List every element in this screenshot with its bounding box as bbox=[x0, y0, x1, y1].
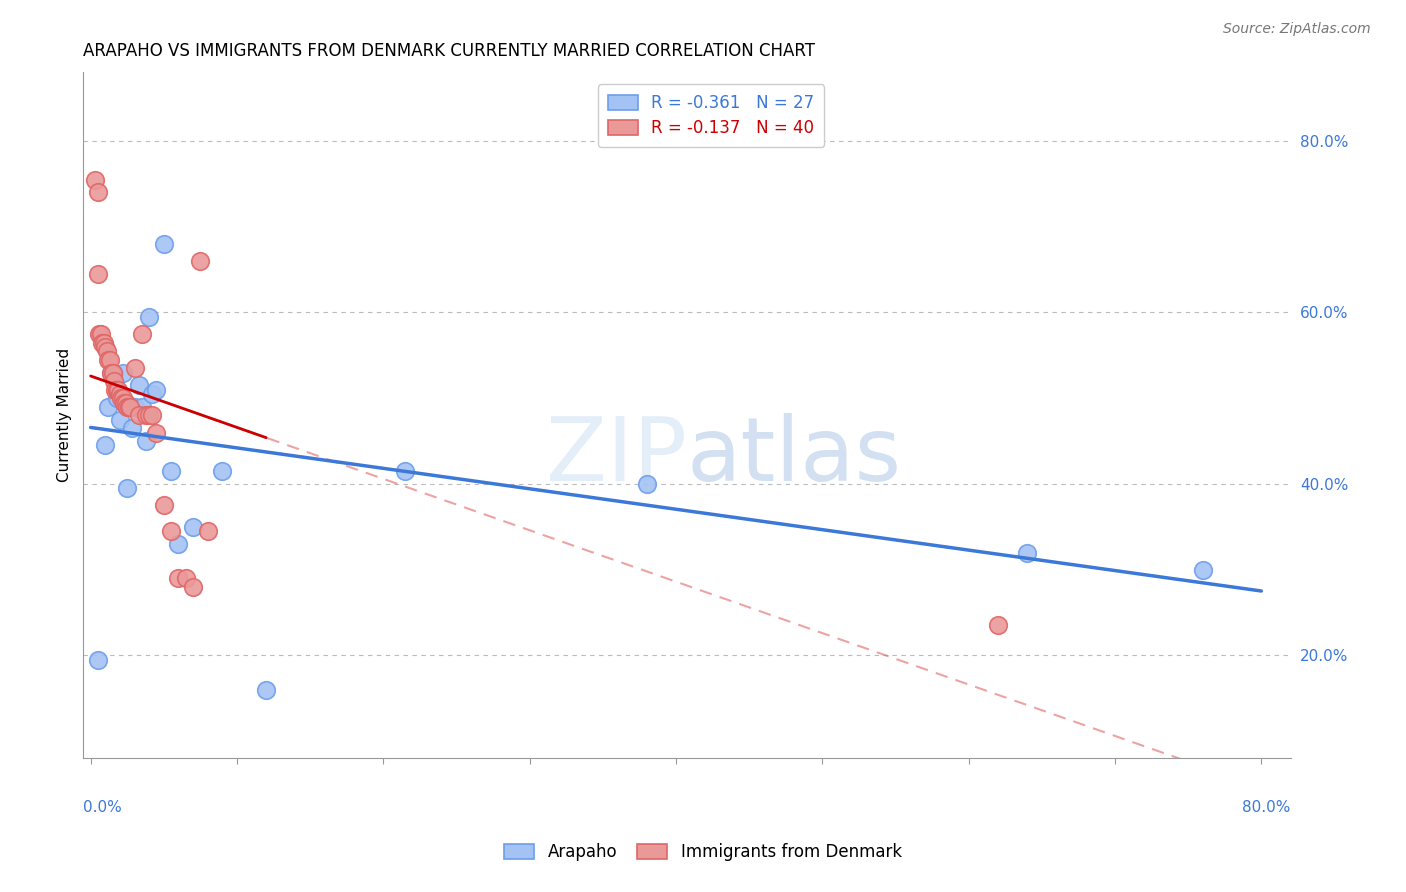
Point bbox=[118, 400, 141, 414]
Point bbox=[114, 395, 136, 409]
Point bbox=[152, 236, 174, 251]
Point bbox=[98, 352, 121, 367]
Point bbox=[131, 400, 153, 414]
Point bbox=[89, 326, 111, 341]
Point bbox=[138, 409, 160, 423]
Point bbox=[110, 391, 132, 405]
Point bbox=[211, 464, 233, 478]
Point bbox=[97, 352, 120, 367]
Point bbox=[181, 520, 204, 534]
Text: atlas: atlas bbox=[688, 413, 903, 500]
Legend: R = -0.361   N = 27, R = -0.137   N = 40: R = -0.361 N = 27, R = -0.137 N = 40 bbox=[598, 84, 824, 147]
Text: Source: ZipAtlas.com: Source: ZipAtlas.com bbox=[1223, 22, 1371, 37]
Point bbox=[636, 477, 658, 491]
Point bbox=[115, 400, 138, 414]
Point bbox=[87, 653, 110, 667]
Point bbox=[160, 464, 183, 478]
Point bbox=[167, 537, 190, 551]
Point bbox=[174, 571, 197, 585]
Point bbox=[141, 409, 163, 423]
Point bbox=[100, 366, 122, 380]
Point bbox=[103, 366, 125, 380]
Point bbox=[94, 438, 117, 452]
Point bbox=[105, 391, 128, 405]
Text: 0.0%: 0.0% bbox=[83, 799, 122, 814]
Point bbox=[87, 267, 110, 281]
Point bbox=[100, 366, 122, 380]
Point bbox=[101, 366, 124, 380]
Point bbox=[145, 425, 167, 440]
Point bbox=[93, 335, 115, 350]
Point bbox=[111, 366, 134, 380]
Point bbox=[96, 344, 118, 359]
Point bbox=[254, 682, 277, 697]
Point bbox=[181, 580, 204, 594]
Point bbox=[394, 464, 416, 478]
Point bbox=[128, 409, 150, 423]
Text: ARAPAHO VS IMMIGRANTS FROM DENMARK CURRENTLY MARRIED CORRELATION CHART: ARAPAHO VS IMMIGRANTS FROM DENMARK CURRE… bbox=[83, 42, 815, 60]
Point bbox=[115, 481, 138, 495]
Point bbox=[197, 524, 219, 538]
Point bbox=[987, 618, 1010, 632]
Point bbox=[108, 387, 131, 401]
Point bbox=[103, 374, 125, 388]
Point bbox=[91, 335, 114, 350]
Point bbox=[138, 310, 160, 324]
Point bbox=[1191, 563, 1213, 577]
Point bbox=[160, 524, 183, 538]
Point bbox=[190, 254, 212, 268]
Point bbox=[90, 326, 112, 341]
Point bbox=[124, 400, 146, 414]
Point bbox=[135, 434, 157, 449]
Point bbox=[1017, 545, 1039, 559]
Point bbox=[120, 400, 142, 414]
Point bbox=[131, 326, 153, 341]
Point bbox=[124, 361, 146, 376]
Point bbox=[112, 395, 135, 409]
Point bbox=[104, 383, 127, 397]
Point bbox=[87, 186, 110, 200]
Point bbox=[108, 412, 131, 426]
Point bbox=[97, 400, 120, 414]
Point bbox=[128, 378, 150, 392]
Point bbox=[121, 421, 143, 435]
Point bbox=[107, 383, 129, 397]
Point bbox=[84, 172, 107, 186]
Point bbox=[105, 383, 128, 397]
Y-axis label: Currently Married: Currently Married bbox=[58, 348, 72, 483]
Point bbox=[141, 387, 163, 401]
Point bbox=[111, 391, 134, 405]
Point bbox=[94, 340, 117, 354]
Text: ZIP: ZIP bbox=[546, 413, 688, 500]
Point bbox=[167, 571, 190, 585]
Point bbox=[152, 499, 174, 513]
Point bbox=[135, 409, 157, 423]
Text: 80.0%: 80.0% bbox=[1243, 799, 1291, 814]
Legend: Arapaho, Immigrants from Denmark: Arapaho, Immigrants from Denmark bbox=[498, 837, 908, 868]
Point bbox=[145, 383, 167, 397]
